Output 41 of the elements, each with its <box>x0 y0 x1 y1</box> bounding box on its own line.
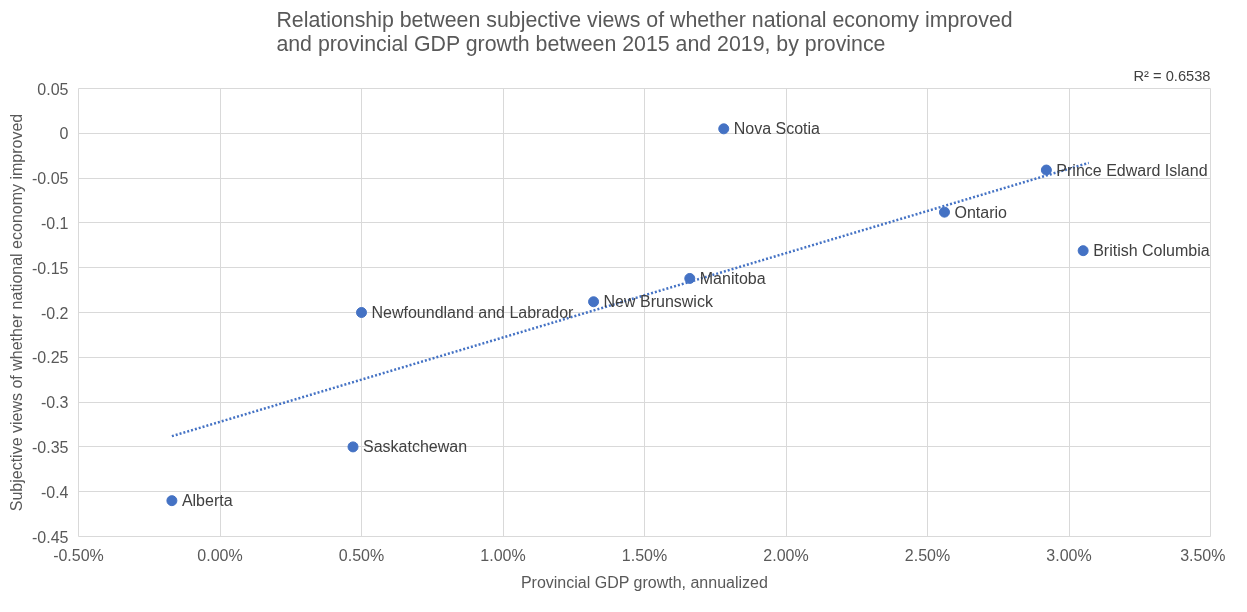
point <box>718 123 730 135</box>
annotation: Prince Edward Island <box>1056 161 1208 179</box>
y-tick-label: -0.45 <box>32 528 69 546</box>
y-tick-label: -0.3 <box>40 394 69 412</box>
y-tick-label: -0.15 <box>32 259 69 277</box>
y-tick-label: -0.4 <box>40 483 69 501</box>
y-tick-label: -0.1 <box>40 214 69 232</box>
x-tick-label: 2.00% <box>763 546 809 564</box>
annotation: Nova Scotia <box>733 120 821 138</box>
point <box>938 206 950 218</box>
x-axis-title: Provincial GDP growth, annualized <box>520 573 768 591</box>
point <box>1077 245 1089 257</box>
annotation: Newfoundland and Labrador <box>371 304 575 321</box>
point <box>166 495 178 507</box>
annotation: Alberta <box>181 492 233 510</box>
x-tick-label: 1.50% <box>621 546 668 564</box>
y-tick-label: -0.05 <box>32 170 69 188</box>
point <box>588 296 600 308</box>
x-tick-label: 0.00% <box>197 546 243 564</box>
x-tick-label: 3.00% <box>1046 546 1092 564</box>
annotation: Ontario <box>954 203 1008 221</box>
annotation: Manitoba <box>699 269 766 287</box>
point <box>684 272 696 284</box>
y-tick-label: -0.25 <box>32 349 69 367</box>
chart-title: Relationship between subjective views of whether national economy improved and provincial GDP growth between 2015 and 2019, by province <box>276 7 1013 56</box>
y-axis-title: Subjective views of whether national economy improved <box>7 113 25 512</box>
point <box>356 307 367 318</box>
annotation: Saskatchewan <box>363 438 468 456</box>
annotation: British Columbia <box>1093 242 1210 260</box>
x-tick-label: 2.50% <box>904 546 951 564</box>
x-tick-label: 3.50% <box>1180 546 1226 564</box>
y-tick-label: 0 <box>59 125 69 143</box>
text: R² = 0.6538 <box>1133 67 1211 84</box>
x-tick-label: 1.00% <box>480 546 526 564</box>
y-tick-label: 0.05 <box>37 80 69 98</box>
x-tick-label: -0.50% <box>53 546 104 564</box>
x-tick-label: 0.50% <box>338 546 385 564</box>
point <box>347 441 359 453</box>
y-tick-label: -0.2 <box>40 304 69 322</box>
point <box>1040 164 1052 176</box>
y-tick-label: -0.35 <box>32 438 69 456</box>
